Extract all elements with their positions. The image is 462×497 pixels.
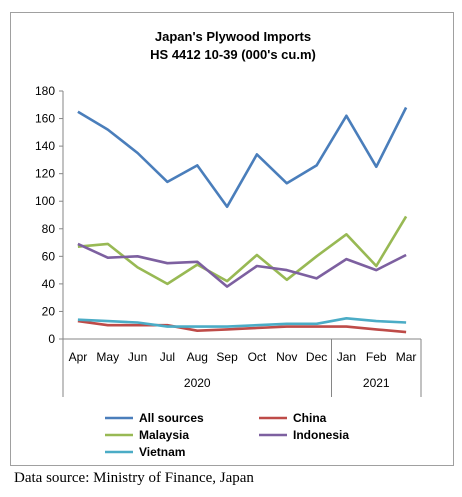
x-tick-label: Apr: [69, 350, 88, 364]
y-tick-label: 160: [35, 112, 55, 126]
y-tick-label: 20: [42, 304, 56, 318]
y-tick-label: 100: [35, 194, 55, 208]
x-group-label: 2021: [363, 376, 390, 390]
x-tick-label: Feb: [366, 350, 387, 364]
chart-subtitle: HS 4412 10-39 (000's cu.m): [150, 47, 316, 62]
series-line: [77, 316, 407, 328]
y-tick-label: 140: [35, 139, 55, 153]
series-line: [77, 242, 407, 288]
x-tick-label: Aug: [187, 350, 208, 364]
line-chart: Japan's Plywood Imports HS 4412 10-39 (0…: [35, 29, 422, 459]
y-tick-label: 60: [42, 249, 56, 263]
legend-label: All sources: [139, 411, 204, 425]
x-group-label: 2020: [184, 376, 211, 390]
x-tick-label: Jun: [128, 350, 147, 364]
series-line: [77, 215, 408, 286]
legend-label: Malaysia: [139, 428, 189, 442]
y-tick-label: 120: [35, 167, 55, 181]
x-tick-label: Oct: [248, 350, 267, 364]
x-tick-label: May: [96, 350, 119, 364]
legend-label: Vietnam: [139, 445, 185, 459]
y-tick-label: 80: [42, 222, 56, 236]
y-tick-label: 0: [48, 332, 55, 346]
data-source-note: Data source: Ministry of Finance, Japan: [14, 470, 254, 486]
chart-title: Japan's Plywood Imports: [155, 29, 311, 44]
y-tick-label: 40: [42, 277, 56, 291]
x-tick-label: Sep: [216, 350, 238, 364]
x-tick-label: Nov: [276, 350, 297, 364]
x-tick-label: Jan: [337, 350, 356, 364]
x-tick-label: Jul: [160, 350, 175, 364]
series-line: [77, 319, 407, 334]
chart-frame: Japan's Plywood Imports HS 4412 10-39 (0…: [10, 12, 454, 466]
legend-label: China: [293, 411, 327, 425]
y-tick-label: 180: [35, 84, 55, 98]
x-tick-label: Mar: [396, 350, 417, 364]
x-tick-label: Dec: [306, 350, 327, 364]
series-line: [77, 106, 408, 208]
legend-label: Indonesia: [293, 428, 349, 442]
